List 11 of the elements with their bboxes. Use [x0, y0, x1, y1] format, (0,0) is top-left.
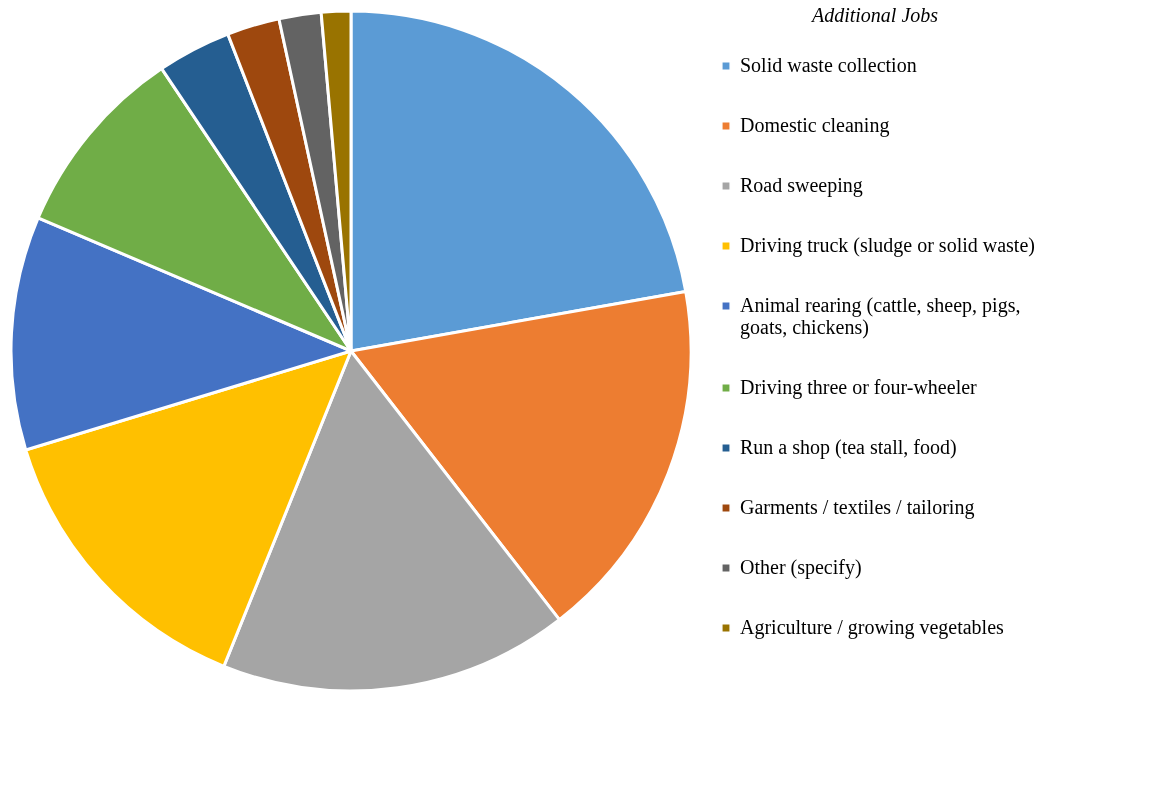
legend-label: Driving three or four-wheeler	[740, 376, 978, 399]
legend-label: Domestic cleaning	[740, 114, 890, 137]
legend-label: Animal rearing (cattle, sheep, pigs, goats, chickens)	[740, 294, 1021, 339]
legend-label: Run a shop (tea stall, food)	[740, 436, 957, 459]
legend-label: Road sweeping	[740, 174, 863, 197]
legend-label: Driving truck (sludge or solid waste)	[740, 234, 1035, 257]
legend-label: Agriculture / growing vegetables	[740, 616, 1005, 639]
legend-label: Other (specify)	[740, 556, 862, 579]
legend-title: Additional Jobs	[809, 4, 939, 26]
legend-label: Garments / textiles / tailoring	[740, 496, 975, 519]
legend-label: Solid waste collection	[740, 54, 917, 76]
